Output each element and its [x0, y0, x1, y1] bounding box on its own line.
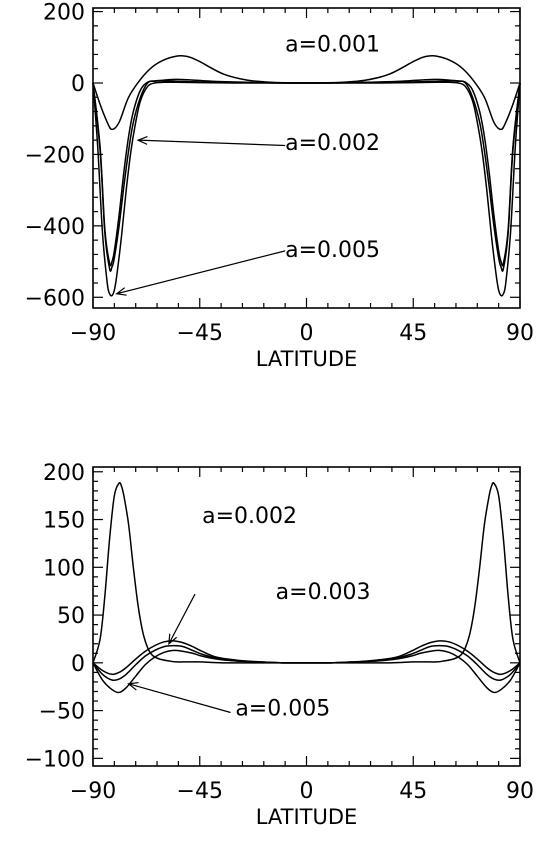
bottom-chart-x-tick-label: −45 [177, 779, 223, 804]
bottom-chart-arrow-2 [128, 683, 231, 714]
bottom-chart-y-tick-label: 200 [43, 461, 85, 486]
top-chart-x-axis-title: LATITUDE [256, 347, 358, 371]
top-chart-arrowhead-1 [136, 136, 148, 145]
top-chart-y-tick-labels: 200 0 −200 −400 −600 [25, 1, 85, 312]
top-chart-arrow-2 [116, 250, 286, 295]
bottom-chart-y-tick-label: 50 [57, 604, 85, 629]
top-chart-x-tick-label: 0 [300, 321, 314, 346]
bottom-chart-x-tick-label: −90 [70, 779, 116, 804]
top-chart-x-tick-label: −45 [177, 321, 223, 346]
top-chart-annotations: a=0.001 a=0.002 a=0.005 [285, 33, 380, 263]
top-chart-series-line-4 [92, 81, 521, 297]
top-chart-y-tick-label: −400 [25, 215, 85, 240]
top-chart-annotation-a0002: a=0.002 [285, 131, 380, 156]
bottom-chart-annotations: a=0.002 a=0.003 a=0.005 [202, 504, 370, 722]
bottom-chart-y-tick-labels: 200 150 100 50 0 −50 −100 [25, 461, 85, 773]
top-chart-series-layer [92, 54, 521, 297]
top-chart-y-tick-label: 200 [43, 1, 85, 26]
bottom-chart-y-tick-label: 150 [43, 509, 85, 534]
bottom-chart-y-tick-label: 0 [71, 652, 85, 677]
top-chart-arrowhead-2 [115, 287, 127, 296]
bottom-chart-series-line-4 [92, 649, 521, 694]
bottom-chart-annotation-a0002: a=0.002 [202, 504, 297, 529]
bottom-chart-annotation-a0005: a=0.005 [235, 697, 330, 722]
bottom-chart-arrowhead-1 [168, 633, 178, 646]
bottom-chart-series-line-1 [92, 481, 521, 664]
top-chart-series-line-1 [92, 54, 521, 131]
top-chart-annotation-a0001: a=0.001 [285, 33, 380, 58]
top-chart-x-tick-label: 45 [399, 321, 427, 346]
top-chart-x-tick-label: 90 [506, 321, 534, 346]
bottom-chart-x-tick-label: 45 [399, 779, 427, 804]
bottom-chart-y-tick-label: −100 [25, 747, 85, 772]
top-chart-arrow-1 [138, 139, 286, 147]
bottom-chart-annotation-a0003: a=0.003 [276, 580, 371, 605]
bottom-chart-arrowhead-2 [127, 681, 139, 691]
bottom-chart-x-tick-labels: −90 −45 0 45 90 [70, 779, 534, 804]
bottom-chart-x-axis-title: LATITUDE [256, 805, 358, 829]
top-chart-y-tick-label: 0 [71, 72, 85, 97]
top-chart-x-tick-label: −90 [70, 321, 116, 346]
bottom-chart-y-tick-label: −50 [39, 700, 85, 725]
bottom-chart-arrow-1 [168, 593, 196, 645]
bottom-chart-series-layer [92, 481, 521, 694]
top-chart-arrows [115, 136, 286, 296]
bottom-chart-panel: −90 −45 0 45 90 200 150 100 50 0 −50 −10… [25, 461, 534, 829]
top-chart-panel: −90 −45 0 45 90 200 0 −200 −400 −600 LAT… [25, 1, 534, 371]
bottom-chart-y-tick-label: 100 [43, 556, 85, 581]
top-chart-ticks-layer [92, 8, 521, 308]
top-chart-y-tick-label: −600 [25, 286, 85, 311]
bottom-chart-x-tick-label: 0 [300, 779, 314, 804]
top-chart-y-tick-label: −200 [25, 143, 85, 168]
top-chart-x-tick-labels: −90 −45 0 45 90 [70, 321, 534, 346]
bottom-chart-x-tick-label: 90 [506, 779, 534, 804]
bottom-chart-arrows [127, 593, 231, 714]
bottom-chart-ticks-layer [92, 467, 521, 766]
top-chart-annotation-a0005: a=0.005 [285, 238, 380, 263]
